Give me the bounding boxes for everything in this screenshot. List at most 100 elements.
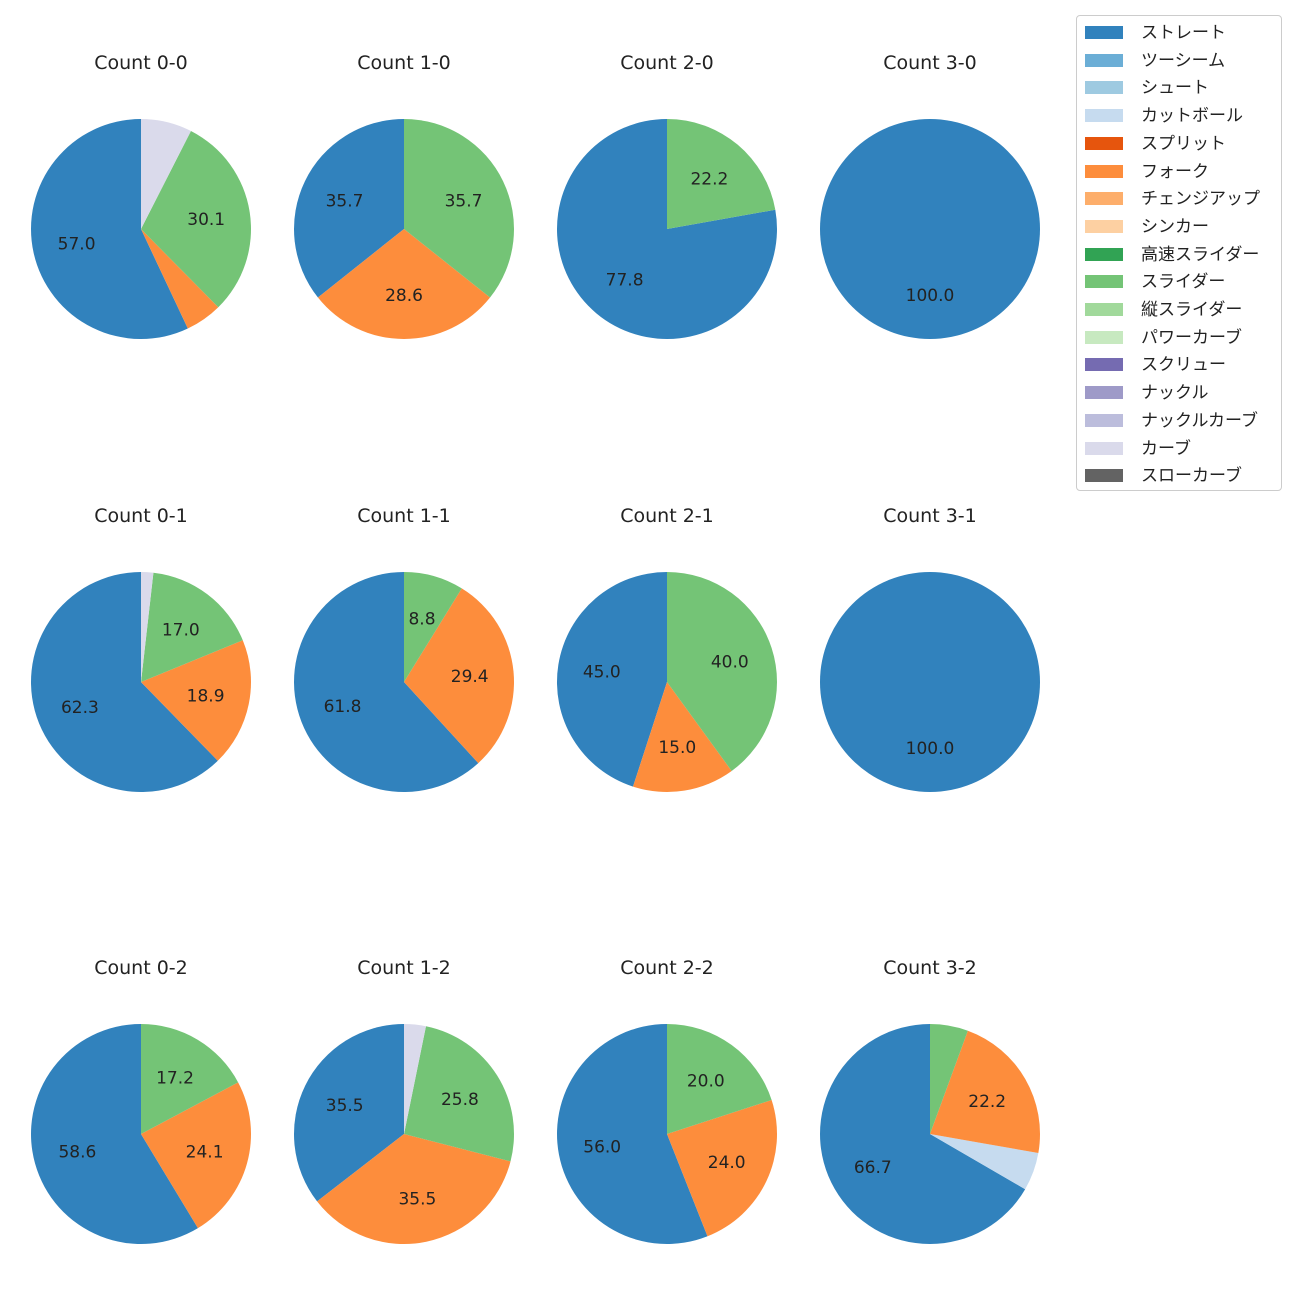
pie-chart-6: Count 1-1 61.8 29.4 8.8	[294, 505, 515, 792]
pie-slice	[820, 1024, 1026, 1244]
legend-label: スクリュー	[1141, 355, 1226, 376]
pie-chart-1: Count 0-0 57.0 30.1	[31, 52, 251, 339]
pie-title: Count 1-2	[357, 957, 451, 979]
slice-value-label: 24.1	[186, 1143, 224, 1163]
legend-item: ナックル	[1077, 381, 1283, 405]
pie-title: Count 2-0	[620, 52, 714, 74]
pie-chart-5: Count 0-1 62.3 18.9 17.0	[30, 505, 252, 793]
pie-slice	[294, 119, 404, 298]
pie-chart-12: Count 3-2 66.7 22.2	[820, 957, 1041, 1244]
legend-swatch	[1085, 469, 1123, 483]
pie-chart-2: Count 1-0 35.7 28.6 35.7	[294, 52, 514, 339]
legend-label: ツーシーム	[1141, 50, 1226, 71]
pie-slice	[667, 572, 778, 771]
pie-slice	[404, 1024, 426, 1134]
legend-item: カットボール	[1077, 104, 1283, 128]
legend-item: ストレート	[1077, 21, 1283, 45]
legend-item: 高速スライダー	[1077, 243, 1283, 267]
pie-slice	[141, 119, 191, 229]
pie-slice	[294, 572, 479, 792]
slice-value-label: 8.8	[408, 610, 435, 630]
legend-item: シンカー	[1077, 215, 1283, 239]
legend-label: カットボール	[1141, 106, 1243, 127]
pie-slice	[930, 1024, 968, 1134]
pie-chart-7: Count 2-1 45.0 15.0 40.0	[556, 505, 778, 793]
pie-slice	[141, 229, 219, 329]
legend-item: 縦スライダー	[1077, 298, 1283, 322]
pie-slice	[141, 1024, 239, 1134]
legend-swatch	[1085, 441, 1123, 455]
slice-value-label: 30.1	[187, 210, 225, 230]
pie-chart-4: Count 3-0 100.0	[820, 52, 1040, 339]
pie-chart-10: Count 1-2 35.5 35.5 25.8	[293, 957, 514, 1244]
legend-item: パワーカーブ	[1077, 326, 1283, 350]
pie-slice	[667, 119, 776, 229]
pie-slice	[317, 229, 491, 339]
pie-slice	[404, 572, 462, 682]
pie-slice	[404, 1026, 514, 1162]
slice-value-label: 22.2	[690, 169, 728, 189]
pie-slice	[141, 572, 154, 682]
legend-label: シンカー	[1141, 216, 1209, 237]
legend-label: スライダー	[1141, 272, 1226, 293]
pie-slice	[141, 572, 243, 682]
slice-value-label: 17.0	[162, 620, 200, 640]
slice-value-label: 22.2	[968, 1092, 1006, 1112]
pie-slice	[820, 119, 1040, 339]
slice-value-label: 24.0	[708, 1153, 746, 1173]
legend-label: チェンジアップ	[1141, 189, 1260, 210]
slice-value-label: 17.2	[156, 1068, 194, 1088]
legend-label: シュート	[1141, 78, 1209, 99]
legend-label: カーブ	[1141, 438, 1191, 459]
slice-value-label: 57.0	[58, 234, 96, 254]
legend-label: 縦スライダー	[1141, 300, 1243, 320]
pie-slice	[141, 640, 252, 761]
slice-value-label: 25.8	[441, 1090, 479, 1110]
pie-slice	[141, 130, 251, 308]
pie-title: Count 2-1	[620, 505, 714, 527]
legend-swatch	[1085, 358, 1123, 372]
pie-slice	[633, 682, 732, 793]
pie-title: Count 3-1	[883, 505, 977, 527]
pie-slice	[293, 1024, 404, 1202]
pie-title: Count 1-0	[357, 52, 451, 74]
slice-value-label: 29.4	[451, 667, 489, 687]
legend-swatch	[1085, 136, 1123, 150]
slice-value-label: 35.7	[445, 191, 483, 211]
legend-label: 高速スライダー	[1141, 244, 1260, 265]
legend-swatch	[1085, 81, 1123, 95]
pie-chart-11: Count 2-2 56.0 24.0 20.0	[557, 957, 778, 1244]
legend-swatch	[1085, 109, 1123, 123]
slice-value-label: 18.9	[187, 686, 225, 706]
pie-title: Count 0-2	[94, 957, 188, 979]
pie-chart-3: Count 2-0 77.8 22.2	[556, 52, 777, 339]
legend-item: フォーク	[1077, 160, 1283, 184]
legend-swatch	[1085, 26, 1123, 39]
pie-title: Count 0-0	[94, 52, 188, 74]
pie-slice	[317, 1134, 511, 1244]
pie-title: Count 3-0	[883, 52, 977, 74]
legend-item: シュート	[1077, 76, 1283, 100]
legend-swatch	[1085, 164, 1123, 178]
legend-swatch	[1085, 192, 1123, 206]
pie-title: Count 1-1	[357, 505, 451, 527]
legend-item: スプリット	[1077, 132, 1283, 156]
pie-slice	[556, 572, 667, 787]
slice-value-label: 35.5	[398, 1190, 436, 1210]
pie-slice	[820, 572, 1040, 792]
legend-swatch	[1085, 413, 1123, 427]
slice-value-label: 40.0	[711, 653, 749, 673]
slice-value-label: 15.0	[658, 738, 696, 758]
legend-swatch	[1085, 330, 1123, 344]
legend: ストレートツーシームシュートカットボール スプリットフォークチェンジアップ シンカー…	[1076, 15, 1282, 491]
slice-value-label: 20.0	[687, 1072, 725, 1092]
legend-label: ストレート	[1141, 23, 1226, 43]
pie-title: Count 0-1	[94, 505, 188, 527]
legend-label: フォーク	[1141, 161, 1209, 182]
legend-label: スプリット	[1141, 133, 1226, 154]
pie-slice	[557, 1024, 708, 1244]
pie-title: Count 3-2	[883, 957, 977, 979]
pie-slice	[31, 119, 188, 339]
